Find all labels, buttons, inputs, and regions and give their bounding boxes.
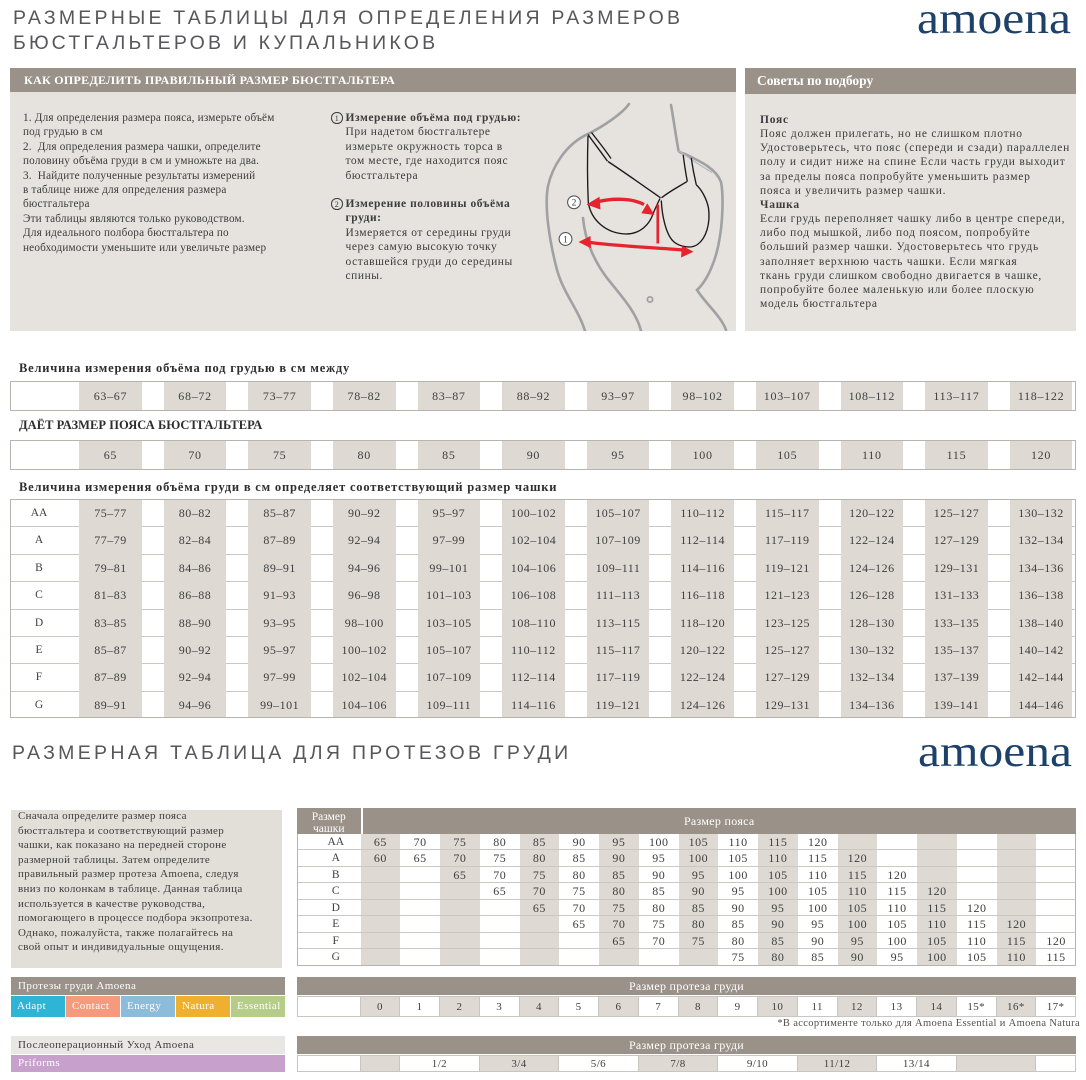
svg-text:amoena: amoena: [917, 0, 1071, 43]
svg-text:amoena: amoena: [918, 727, 1072, 776]
svg-text:2: 2: [572, 199, 577, 209]
svg-text:1: 1: [563, 235, 568, 245]
